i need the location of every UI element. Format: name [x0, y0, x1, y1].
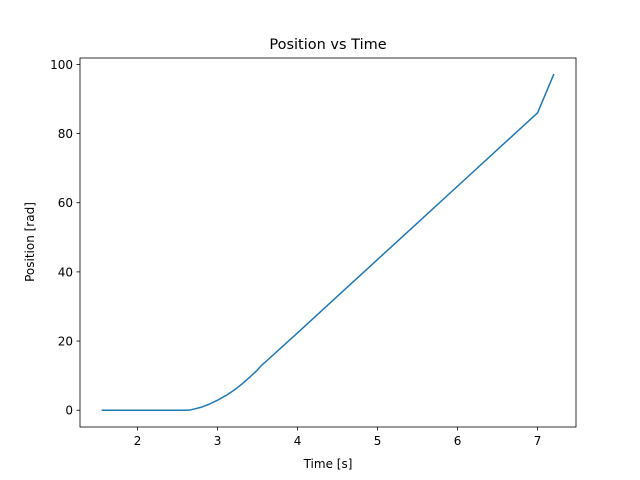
y-axis: 0 20 40 60 80 100 — [50, 58, 80, 418]
y-tick-label: 100 — [50, 58, 73, 72]
x-tick-label: 7 — [534, 434, 542, 448]
y-tick-label: 0 — [65, 404, 73, 418]
x-tick-label: 6 — [454, 434, 462, 448]
y-tick-label: 60 — [58, 196, 73, 210]
plot-frame — [79, 57, 577, 428]
y-tick-label: 20 — [58, 335, 73, 349]
position-series-line — [101, 73, 555, 411]
x-tick-label: 2 — [134, 434, 142, 448]
y-tick-label: 40 — [58, 265, 73, 279]
y-tick-label: 80 — [58, 127, 73, 141]
chart-title: Position vs Time — [269, 37, 386, 53]
y-axis-label: Position [rad] — [23, 202, 37, 282]
x-axis: 2 3 4 5 6 7 — [134, 427, 542, 448]
x-tick-label: 4 — [294, 434, 302, 448]
x-axis-label: Time [s] — [303, 457, 353, 471]
x-tick-label: 5 — [374, 434, 382, 448]
x-tick-label: 3 — [214, 434, 222, 448]
